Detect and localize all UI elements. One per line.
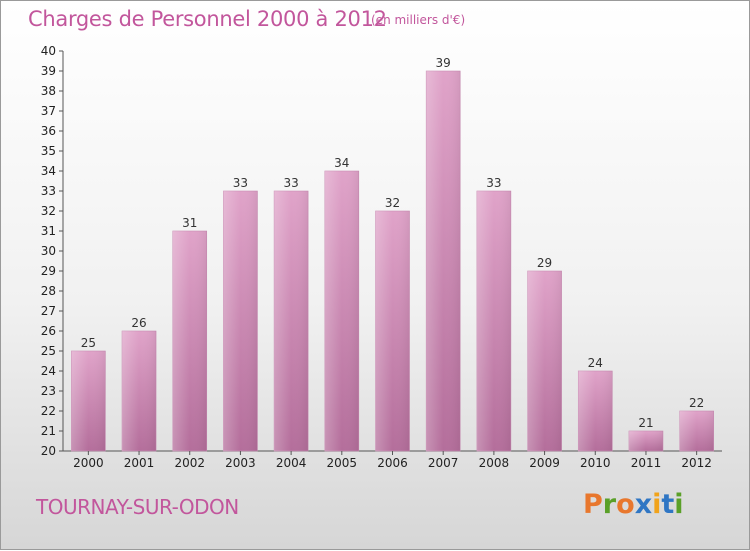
bar-shine [426, 71, 461, 451]
bar-shine [324, 171, 359, 451]
value-label: 26 [131, 316, 146, 330]
y-tick-label: 30 [41, 244, 56, 258]
bar-shine [122, 331, 157, 451]
bar-shine [375, 211, 410, 451]
value-label: 33 [486, 176, 501, 190]
y-tick-label: 35 [41, 144, 56, 158]
logo-letter: i [652, 489, 662, 520]
x-tick-label: 2004 [276, 456, 307, 470]
logo-letter: o [616, 489, 635, 520]
y-tick-label: 39 [41, 64, 56, 78]
bar-shine [679, 411, 714, 451]
y-tick-label: 22 [41, 404, 56, 418]
x-tick-label: 2009 [529, 456, 560, 470]
y-tick-label: 24 [41, 364, 56, 378]
y-tick-label: 21 [41, 424, 56, 438]
x-tick-label: 2006 [377, 456, 408, 470]
y-tick-label: 28 [41, 284, 56, 298]
value-label: 21 [638, 416, 653, 430]
bar-shine [628, 431, 663, 451]
x-tick-label: 2011 [631, 456, 662, 470]
value-label: 31 [182, 216, 197, 230]
x-tick-label: 2003 [225, 456, 256, 470]
x-tick-label: 2010 [580, 456, 611, 470]
y-tick-label: 25 [41, 344, 56, 358]
y-tick-label: 38 [41, 84, 56, 98]
bar-shine [172, 231, 207, 451]
logo-letter: i [674, 489, 684, 520]
y-tick-label: 20 [41, 444, 56, 458]
logo-letter: x [634, 489, 653, 520]
y-tick-label: 31 [41, 224, 56, 238]
bar-shine [527, 271, 562, 451]
bar-shine [578, 371, 613, 451]
value-label: 39 [436, 56, 451, 70]
value-label: 24 [588, 356, 603, 370]
x-tick-label: 2001 [124, 456, 155, 470]
y-tick-label: 32 [41, 204, 56, 218]
x-tick-label: 2002 [174, 456, 205, 470]
y-tick-label: 36 [41, 124, 56, 138]
unit-label: (en milliers d'€) [371, 13, 466, 27]
value-label: 22 [689, 396, 704, 410]
bar-shine [71, 351, 106, 451]
bar-shine [476, 191, 511, 451]
y-tick-label: 34 [41, 164, 56, 178]
x-tick-label: 2000 [73, 456, 104, 470]
logo-letter: P [583, 489, 603, 520]
value-label: 29 [537, 256, 552, 270]
y-tick-label: 37 [41, 104, 56, 118]
y-tick-label: 26 [41, 324, 56, 338]
value-label: 25 [81, 336, 96, 350]
bar-shine [223, 191, 258, 451]
y-tick-label: 40 [41, 44, 56, 58]
value-label: 33 [283, 176, 298, 190]
x-tick-label: 2007 [428, 456, 459, 470]
logo-letter: r [602, 489, 617, 520]
y-tick-label: 29 [41, 264, 56, 278]
logo-letter: t [661, 489, 675, 520]
x-tick-label: 2005 [327, 456, 358, 470]
y-tick-label: 27 [41, 304, 56, 318]
commune-name: TOURNAY-SUR-ODON [36, 495, 239, 519]
chart-title: Charges de Personnel 2000 à 2012 [28, 7, 387, 31]
proxiti-logo: Proxiti [583, 489, 684, 520]
x-tick-label: 2012 [681, 456, 712, 470]
y-tick-label: 33 [41, 184, 56, 198]
y-tick-label: 23 [41, 384, 56, 398]
value-label: 34 [334, 156, 349, 170]
value-label: 33 [233, 176, 248, 190]
bar-shine [274, 191, 309, 451]
value-label: 32 [385, 196, 400, 210]
x-tick-label: 2008 [479, 456, 510, 470]
